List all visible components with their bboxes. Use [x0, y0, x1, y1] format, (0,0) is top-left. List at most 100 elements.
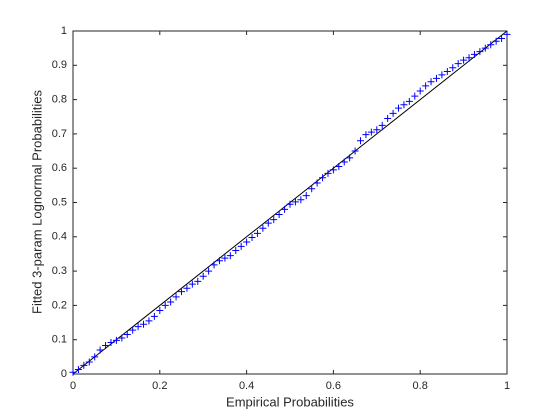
data-point: [340, 158, 348, 166]
y-tick-label: 0.9: [52, 59, 67, 71]
data-point: [378, 121, 386, 129]
y-tick-label: 0.8: [52, 94, 67, 106]
data-point: [373, 126, 381, 134]
data-point: [443, 67, 451, 75]
y-tick-label: 1: [61, 25, 67, 37]
data-point: [102, 342, 110, 350]
data-point: [123, 331, 131, 339]
data-point: [96, 346, 104, 354]
y-tick-label: 0.5: [52, 196, 67, 208]
data-point: [178, 288, 185, 296]
data-point: [481, 44, 489, 52]
data-point: [498, 35, 506, 43]
data-point: [69, 368, 77, 376]
data-point: [167, 298, 175, 306]
x-tick-label: 0.8: [413, 380, 428, 392]
data-point: [492, 37, 500, 45]
data-point: [215, 257, 223, 265]
data-point: [183, 284, 191, 292]
data-point: [389, 109, 397, 117]
data-point: [432, 74, 440, 82]
data-point: [243, 238, 251, 246]
data-point: [91, 353, 99, 361]
data-point: [313, 179, 321, 187]
data-point: [134, 323, 142, 331]
y-tick-label: 0.6: [52, 162, 67, 174]
data-point: [329, 166, 337, 174]
data-point: [302, 192, 310, 200]
y-tick-label: 0.7: [52, 128, 67, 140]
y-tick-label: 0.4: [52, 231, 67, 243]
data-point: [503, 30, 511, 38]
data-point: [291, 198, 299, 206]
data-point: [422, 82, 430, 90]
data-point: [427, 78, 435, 86]
x-tick-label: 0.6: [326, 380, 341, 392]
y-tick-label: 0.1: [52, 334, 67, 346]
data-point: [449, 64, 457, 72]
data-point: [199, 272, 207, 280]
data-point: [194, 277, 202, 285]
y-tick-label: 0.2: [52, 299, 67, 311]
data-point: [221, 254, 229, 262]
data-point: [226, 252, 234, 260]
data-point: [395, 104, 402, 112]
data-point: [438, 71, 446, 79]
data-point: [85, 358, 93, 366]
data-point: [400, 101, 408, 109]
data-point: [411, 92, 419, 100]
data-point: [205, 267, 213, 275]
data-point: [172, 293, 180, 301]
data-point: [470, 50, 478, 58]
data-point: [362, 131, 370, 139]
y-axis-label: Fitted 3-param Lognormal Probabilities: [29, 90, 44, 314]
data-point: [357, 137, 365, 145]
data-point: [487, 41, 495, 49]
data-point: [188, 280, 196, 288]
data-point: [351, 147, 359, 155]
data-point: [161, 301, 169, 309]
y-tick-label: 0.3: [52, 265, 67, 277]
data-point: [140, 320, 148, 328]
data-point: [107, 338, 115, 346]
data-point: [80, 361, 88, 369]
data-point: [129, 326, 137, 334]
x-tick-label: 1: [504, 380, 510, 392]
data-point: [275, 211, 283, 219]
data-point: [476, 48, 484, 56]
data-point: [259, 224, 267, 232]
x-tick-label: 0.2: [152, 380, 167, 392]
data-point: [237, 242, 245, 250]
x-tick-label: 0.4: [239, 380, 254, 392]
data-point: [454, 60, 462, 68]
data-point: [297, 196, 305, 204]
data-point: [335, 162, 343, 170]
data-point: [150, 312, 158, 320]
data-point: [416, 87, 424, 95]
data-point: [286, 200, 294, 208]
data-point: [112, 336, 120, 344]
data-point: [465, 54, 473, 62]
data-point: [346, 154, 354, 162]
data-point: [232, 247, 240, 255]
data-point: [118, 334, 126, 342]
data-point: [324, 169, 332, 177]
data-point: [460, 56, 468, 64]
data-point: [145, 317, 153, 325]
data-point: [384, 114, 392, 122]
data-point: [74, 366, 82, 374]
data-point: [405, 97, 413, 105]
x-tick-label: 0: [70, 380, 76, 392]
x-axis-label: Empirical Probabilities: [226, 394, 354, 409]
data-point: [367, 128, 375, 136]
data-point: [253, 229, 261, 237]
data-point: [319, 174, 327, 182]
data-point: [281, 205, 289, 213]
data-point: [308, 185, 316, 193]
data-point: [270, 216, 278, 224]
data-point: [156, 307, 164, 315]
data-point: [248, 233, 256, 241]
data-point: [210, 261, 218, 269]
